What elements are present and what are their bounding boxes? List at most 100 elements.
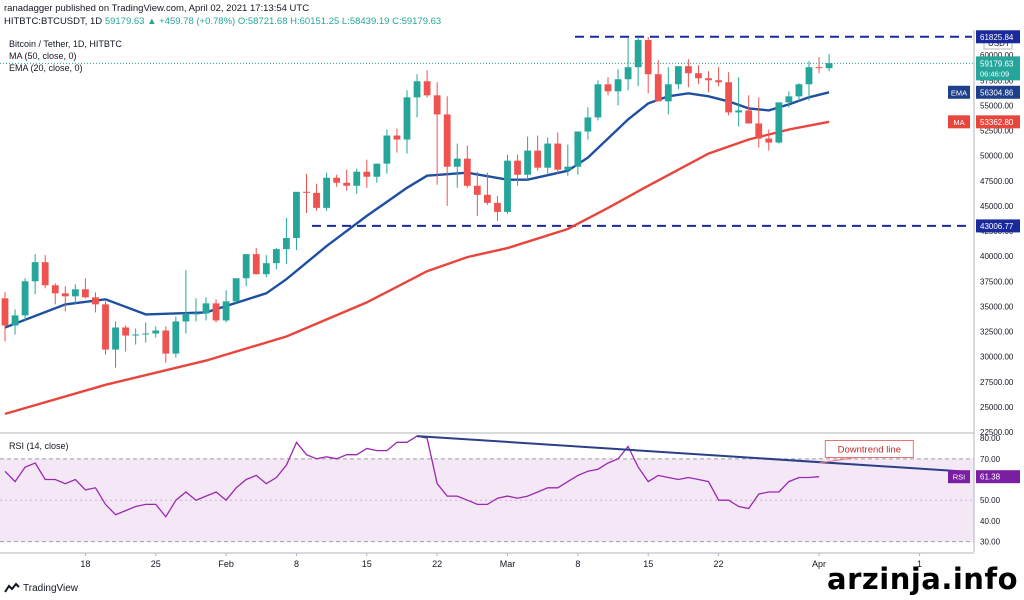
candle-body bbox=[825, 63, 833, 69]
candle bbox=[473, 171, 481, 216]
candle bbox=[715, 67, 722, 87]
candle-body bbox=[242, 254, 250, 279]
high-value: H:60151.25 bbox=[290, 16, 340, 27]
candle bbox=[363, 159, 371, 188]
candle bbox=[554, 132, 562, 174]
candle bbox=[634, 37, 642, 87]
candle-body bbox=[423, 81, 431, 96]
candle-body bbox=[674, 66, 682, 85]
candle-body bbox=[192, 313, 200, 315]
candle-body bbox=[102, 304, 109, 350]
candle bbox=[614, 69, 622, 106]
candle bbox=[132, 328, 140, 345]
candle-body bbox=[705, 78, 712, 81]
candle bbox=[775, 102, 783, 144]
candle-body bbox=[403, 97, 411, 140]
candle-body bbox=[31, 262, 39, 282]
candle-body bbox=[494, 202, 501, 212]
time-tick-label: 15 bbox=[643, 559, 653, 569]
candle-body bbox=[473, 185, 481, 195]
candle-body bbox=[725, 82, 732, 113]
candle bbox=[283, 217, 290, 265]
currency-label: USDT bbox=[988, 39, 1010, 48]
published-line: ranadagger published on TradingView.com,… bbox=[4, 3, 310, 14]
rsi-title: RSI (14, close) bbox=[9, 441, 69, 451]
time-tick-label: Mar bbox=[500, 559, 516, 569]
candle bbox=[745, 95, 753, 124]
candle bbox=[755, 97, 763, 148]
candle-body bbox=[343, 182, 351, 186]
candle-body bbox=[735, 110, 743, 113]
time-tick-label: 22 bbox=[432, 559, 442, 569]
candle bbox=[252, 248, 260, 275]
price-tick-label: 55000.00 bbox=[980, 101, 1014, 110]
candle bbox=[293, 191, 300, 251]
time-tick-label: 1 bbox=[917, 559, 922, 569]
rsi-value-label: 61.38 RSI bbox=[948, 470, 1020, 484]
resistance-price-label: 61825.84 bbox=[976, 30, 1020, 44]
time-tick-label: 8 bbox=[294, 559, 299, 569]
candle bbox=[584, 107, 592, 140]
candle bbox=[343, 169, 351, 191]
candle bbox=[604, 77, 612, 96]
candle-body bbox=[393, 135, 401, 140]
candle bbox=[373, 163, 381, 183]
candles bbox=[1, 37, 833, 368]
price-tick-label: 37500.00 bbox=[980, 277, 1014, 286]
candle-body bbox=[1, 298, 9, 326]
symbol-line: HITBTC:BTCUSDT, 1D 59179.63 ▲ +459.78 (+… bbox=[4, 15, 441, 28]
price-tick-label: 45000.00 bbox=[980, 202, 1014, 211]
candle-body bbox=[484, 194, 491, 203]
candle-body bbox=[544, 143, 552, 168]
candle bbox=[795, 83, 803, 102]
close-value: C:59179.63 bbox=[392, 16, 442, 27]
candle-body bbox=[634, 40, 642, 68]
candle-body bbox=[755, 123, 763, 139]
candle bbox=[162, 326, 170, 363]
candle bbox=[765, 129, 773, 151]
ema-price-label-tag bbox=[948, 85, 970, 99]
candle-body bbox=[524, 150, 531, 175]
candle bbox=[272, 248, 280, 270]
candle-body bbox=[695, 73, 702, 79]
legend-ema: EMA (20, close, 0) bbox=[9, 63, 83, 73]
candle bbox=[333, 174, 341, 187]
candle-body bbox=[373, 163, 381, 177]
candle-body bbox=[132, 334, 140, 336]
candle bbox=[514, 154, 521, 186]
tradingview-logo[interactable]: TradingView bbox=[4, 582, 78, 594]
candle-body bbox=[514, 160, 521, 175]
candle bbox=[61, 286, 69, 312]
candle bbox=[21, 278, 29, 321]
last-price-box bbox=[976, 56, 1020, 81]
candle bbox=[242, 254, 250, 287]
price-tick-label: 47500.00 bbox=[980, 177, 1014, 186]
support-price-label: 43006.77 bbox=[976, 219, 1020, 233]
candle bbox=[725, 72, 732, 116]
candle bbox=[41, 255, 49, 289]
rsi-tick-label: 40.00 bbox=[980, 517, 1001, 526]
ma-price-label-tag-text: MA bbox=[953, 118, 964, 127]
candle-body bbox=[21, 281, 29, 316]
price-tick-label: 30000.00 bbox=[980, 353, 1014, 362]
candle-body bbox=[71, 289, 79, 297]
candle-body bbox=[775, 102, 783, 143]
candle bbox=[815, 57, 823, 74]
candle-body bbox=[574, 131, 582, 167]
candle bbox=[202, 297, 210, 321]
candle-body bbox=[252, 254, 260, 275]
time-tick-label: 15 bbox=[362, 559, 372, 569]
candle bbox=[403, 90, 411, 154]
candle-body bbox=[162, 330, 170, 354]
candle-body bbox=[303, 191, 310, 193]
candle bbox=[142, 322, 150, 343]
price-tick-label: 52500.00 bbox=[980, 127, 1014, 136]
tradingview-logo-icon bbox=[4, 582, 20, 593]
candle-body bbox=[383, 135, 391, 164]
candle-body bbox=[212, 303, 220, 321]
price-tick-label: 50000.00 bbox=[980, 152, 1014, 161]
price-tick-label: 22500.00 bbox=[980, 428, 1014, 437]
candle-body bbox=[463, 158, 471, 186]
